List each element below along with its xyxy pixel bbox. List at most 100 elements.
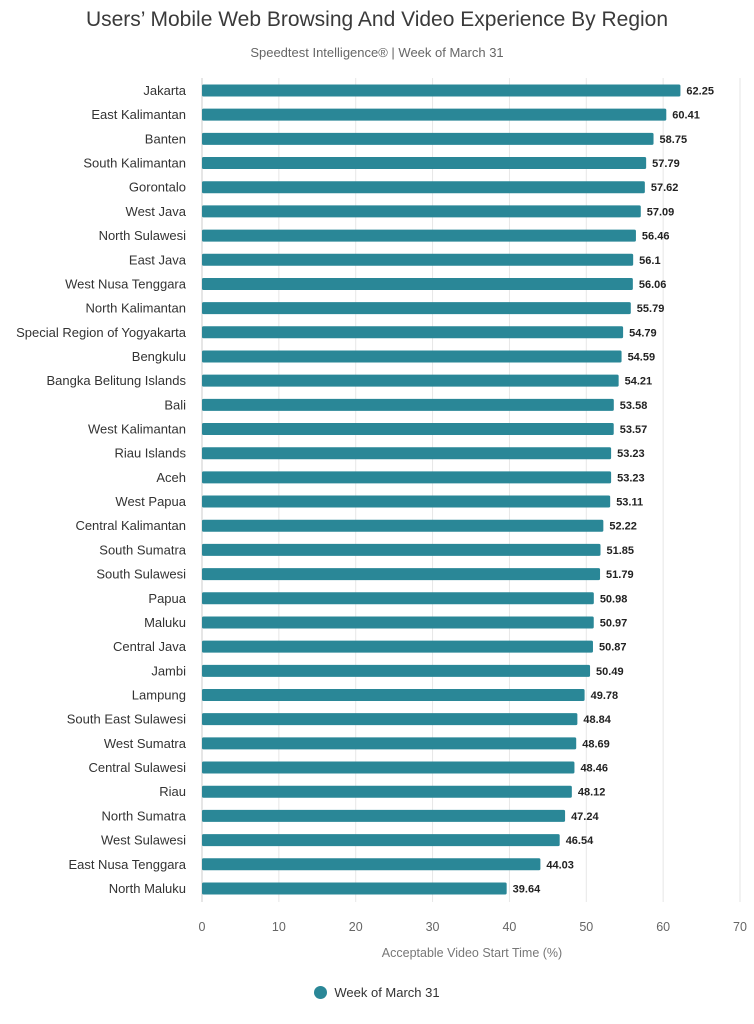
category-label: East Nusa Tenggara: [68, 857, 186, 872]
data-label: 58.75: [660, 134, 688, 146]
category-label: Bangka Belitung Islands: [47, 373, 187, 388]
bar[interactable]: [202, 616, 594, 629]
data-label: 56.06: [639, 279, 667, 291]
data-label: 54.59: [628, 351, 656, 363]
bar[interactable]: [202, 761, 575, 774]
bar[interactable]: [202, 640, 593, 653]
bar[interactable]: [202, 495, 611, 508]
bar[interactable]: [202, 809, 566, 822]
bar[interactable]: [202, 713, 578, 726]
bar[interactable]: [202, 689, 585, 701]
category-label: Maluku: [144, 615, 186, 630]
bar[interactable]: [202, 253, 634, 266]
category-label: South Sumatra: [99, 542, 186, 557]
data-label: 48.12: [578, 787, 606, 799]
category-label: North Sulawesi: [99, 228, 187, 243]
data-label: 53.23: [617, 472, 645, 484]
data-label: 55.79: [637, 303, 665, 315]
category-label: Central Sulawesi: [88, 760, 186, 775]
data-label: 44.03: [546, 859, 574, 871]
bar[interactable]: [202, 592, 594, 605]
bar[interactable]: [202, 423, 614, 436]
data-label: 48.69: [582, 738, 610, 750]
category-label: Aceh: [156, 470, 186, 485]
x-axis-ticks: 0 10 20 30 40 50 60 70: [199, 920, 747, 934]
chart-title: Users’ Mobile Web Browsing And Video Exp…: [85, 8, 669, 31]
bar[interactable]: [202, 785, 572, 798]
data-label: 60.41: [672, 110, 700, 122]
data-label: 51.79: [606, 569, 634, 581]
x-tick-label: 10: [272, 920, 286, 934]
x-tick-label: 50: [579, 920, 593, 934]
bar[interactable]: [202, 834, 560, 847]
category-label: Bengkulu: [132, 349, 186, 364]
category-label: Bali: [164, 397, 186, 412]
bar-chart: Jakarta East Kalimantan Banten South Kalima…: [16, 78, 747, 960]
bars: [202, 84, 681, 895]
data-label: 50.87: [599, 642, 627, 654]
bar[interactable]: [202, 447, 612, 460]
data-label: 57.09: [647, 206, 675, 218]
bar[interactable]: [202, 302, 631, 315]
category-label: South Sulawesi: [96, 567, 186, 582]
category-label: North Sumatra: [101, 808, 186, 823]
data-label: 53.57: [620, 424, 648, 436]
chart-subtitle: Speedtest Intelligence® | Week of March …: [250, 45, 504, 60]
category-label: South Kalimantan: [83, 156, 186, 171]
category-label: Central Kalimantan: [75, 518, 186, 533]
data-label: 56.46: [642, 231, 670, 243]
data-label: 50.97: [600, 617, 628, 629]
data-label: 54.79: [629, 327, 657, 339]
category-label: Riau: [159, 784, 186, 799]
category-label: Central Java: [113, 639, 187, 654]
category-label: Banten: [145, 131, 186, 146]
data-label: 53.23: [617, 448, 645, 460]
x-tick-label: 70: [733, 920, 747, 934]
bar[interactable]: [202, 737, 577, 750]
bar[interactable]: [202, 326, 624, 339]
bar[interactable]: [202, 157, 647, 170]
category-label: South East Sulawesi: [67, 712, 186, 727]
bar[interactable]: [202, 181, 645, 194]
category-label: Lampung: [132, 688, 186, 703]
x-tick-label: 40: [502, 920, 516, 934]
legend-marker: [314, 986, 328, 999]
bar[interactable]: [202, 882, 507, 895]
legend-label: Week of March 31: [334, 985, 440, 1000]
bar[interactable]: [202, 84, 681, 97]
bar[interactable]: [202, 132, 654, 145]
category-label: East Java: [129, 252, 187, 267]
bar[interactable]: [202, 229, 636, 242]
data-label: 53.58: [620, 400, 648, 412]
data-label: 57.62: [651, 182, 679, 194]
legend[interactable]: Week of March 31: [0, 985, 754, 1000]
data-label: 62.25: [686, 86, 714, 98]
data-label: 46.54: [566, 835, 594, 847]
grid-lines: [201, 78, 741, 902]
data-label: 50.49: [596, 666, 624, 678]
data-label: 54.21: [625, 376, 653, 388]
category-label: Papua: [148, 591, 186, 606]
bar[interactable]: [202, 398, 614, 411]
bar[interactable]: [202, 350, 622, 363]
category-label: Jakarta: [143, 83, 186, 98]
bar[interactable]: [202, 374, 619, 387]
data-label: 57.79: [652, 158, 680, 170]
x-tick-label: 0: [199, 920, 206, 934]
bar[interactable]: [202, 568, 601, 581]
bar[interactable]: [202, 108, 667, 121]
category-label: West Kalimantan: [88, 422, 186, 437]
bar[interactable]: [202, 471, 612, 484]
bar[interactable]: [202, 858, 541, 871]
data-label: 52.22: [609, 521, 637, 533]
x-tick-label: 60: [656, 920, 670, 934]
bar[interactable]: [202, 205, 641, 218]
bar[interactable]: [202, 277, 633, 290]
data-label: 49.78: [591, 690, 619, 702]
category-label: West Nusa Tenggara: [65, 276, 187, 291]
bar[interactable]: [202, 543, 601, 556]
bar[interactable]: [202, 664, 591, 677]
value-labels: 62.25 60.41 58.75 57.79 57.62 57.09 56.46 56.1 5…: [513, 86, 714, 896]
bar[interactable]: [202, 519, 604, 532]
data-label: 48.46: [580, 763, 608, 775]
